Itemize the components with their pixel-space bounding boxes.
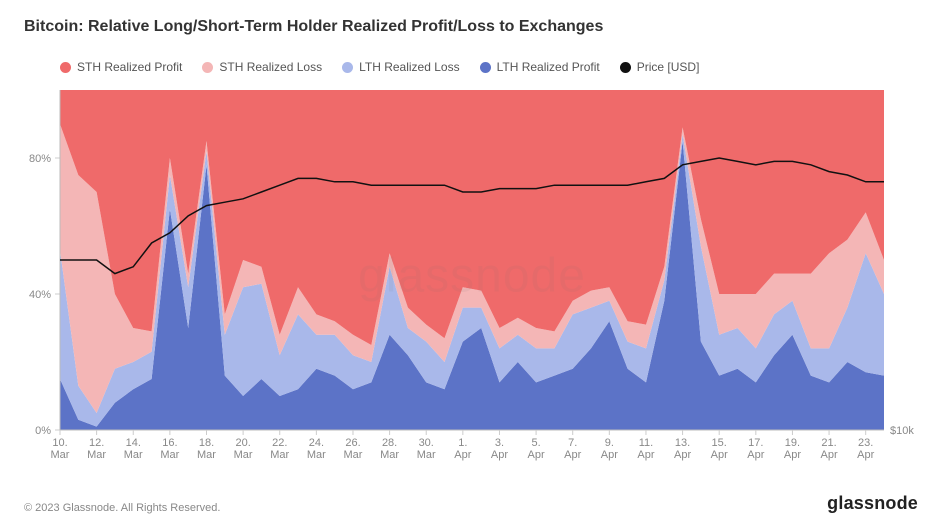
x-tick-label-2: Apr: [674, 449, 691, 461]
x-tick-label: 16.: [162, 437, 177, 449]
legend-item: STH Realized Profit: [60, 60, 182, 74]
chart-svg: 0%40%80%$10k10.Mar12.Mar14.Mar16.Mar18.M…: [24, 86, 920, 466]
x-tick-label: 22.: [272, 437, 287, 449]
legend-label: STH Realized Profit: [77, 60, 182, 74]
x-tick-label: 13.: [675, 437, 690, 449]
legend-label: LTH Realized Loss: [359, 60, 460, 74]
legend-item: STH Realized Loss: [202, 60, 322, 74]
legend-swatch: [480, 62, 491, 73]
x-tick-label-2: Mar: [417, 449, 436, 461]
chart-title: Bitcoin: Relative Long/Short-Term Holder…: [24, 18, 603, 36]
x-tick-label: 3.: [495, 437, 504, 449]
x-tick-label: 28.: [382, 437, 397, 449]
x-tick-label-2: Apr: [747, 449, 764, 461]
x-tick-label: 11.: [639, 437, 653, 449]
x-tick-label-2: Mar: [51, 449, 70, 461]
x-tick-label-2: Apr: [564, 449, 581, 461]
brand-logo-text: glassnode: [827, 493, 918, 514]
x-tick-label: 17.: [748, 437, 763, 449]
footer-copyright: © 2023 Glassnode. All Rights Reserved.: [24, 502, 220, 514]
x-tick-label: 14.: [126, 437, 141, 449]
x-tick-label-2: Apr: [637, 449, 654, 461]
chart-container: Bitcoin: Relative Long/Short-Term Holder…: [0, 0, 944, 528]
x-tick-label: 12.: [89, 437, 104, 449]
y2-label: $10k: [890, 425, 914, 437]
x-tick-label: 5.: [531, 437, 540, 449]
legend-label: LTH Realized Profit: [497, 60, 600, 74]
legend-swatch: [60, 62, 71, 73]
y-tick-label: 0%: [35, 425, 51, 437]
chart-plot-area: 0%40%80%$10k10.Mar12.Mar14.Mar16.Mar18.M…: [24, 86, 920, 466]
chart-legend: STH Realized Profit STH Realized Loss LTH …: [60, 60, 699, 74]
x-tick-label-2: Apr: [528, 449, 545, 461]
x-tick-label: 20.: [235, 437, 250, 449]
x-tick-label: 30.: [419, 437, 434, 449]
legend-label: STH Realized Loss: [219, 60, 322, 74]
x-tick-label: 24.: [309, 437, 324, 449]
x-tick-label: 15.: [712, 437, 727, 449]
x-tick-label-2: Mar: [160, 449, 179, 461]
x-tick-label-2: Mar: [234, 449, 253, 461]
x-tick-label-2: Apr: [491, 449, 508, 461]
x-tick-label: 18.: [199, 437, 214, 449]
y-tick-label: 40%: [29, 289, 51, 301]
x-tick-label: 26.: [345, 437, 360, 449]
x-tick-label: 23.: [858, 437, 873, 449]
legend-item: Price [USD]: [620, 60, 700, 74]
x-tick-label-2: Apr: [857, 449, 874, 461]
legend-label: Price [USD]: [637, 60, 700, 74]
x-tick-label-2: Mar: [380, 449, 399, 461]
legend-item: LTH Realized Profit: [480, 60, 600, 74]
y-tick-label: 80%: [29, 153, 51, 165]
x-tick-label: 7.: [568, 437, 577, 449]
x-tick-label: 19.: [785, 437, 800, 449]
legend-swatch: [342, 62, 353, 73]
x-tick-label: 10.: [52, 437, 67, 449]
x-tick-label: 21.: [821, 437, 836, 449]
legend-swatch: [202, 62, 213, 73]
x-tick-label-2: Apr: [454, 449, 471, 461]
x-tick-label-2: Apr: [784, 449, 801, 461]
x-tick-label-2: Apr: [711, 449, 728, 461]
x-tick-label-2: Mar: [344, 449, 363, 461]
x-tick-label-2: Apr: [821, 449, 838, 461]
x-tick-label-2: Mar: [197, 449, 216, 461]
x-tick-label-2: Mar: [124, 449, 143, 461]
x-tick-label-2: Mar: [270, 449, 289, 461]
x-tick-label: 1.: [458, 437, 467, 449]
legend-swatch: [620, 62, 631, 73]
x-tick-label: 9.: [605, 437, 614, 449]
x-tick-label-2: Apr: [601, 449, 618, 461]
legend-item: LTH Realized Loss: [342, 60, 460, 74]
x-tick-label-2: Mar: [87, 449, 106, 461]
x-tick-label-2: Mar: [307, 449, 326, 461]
